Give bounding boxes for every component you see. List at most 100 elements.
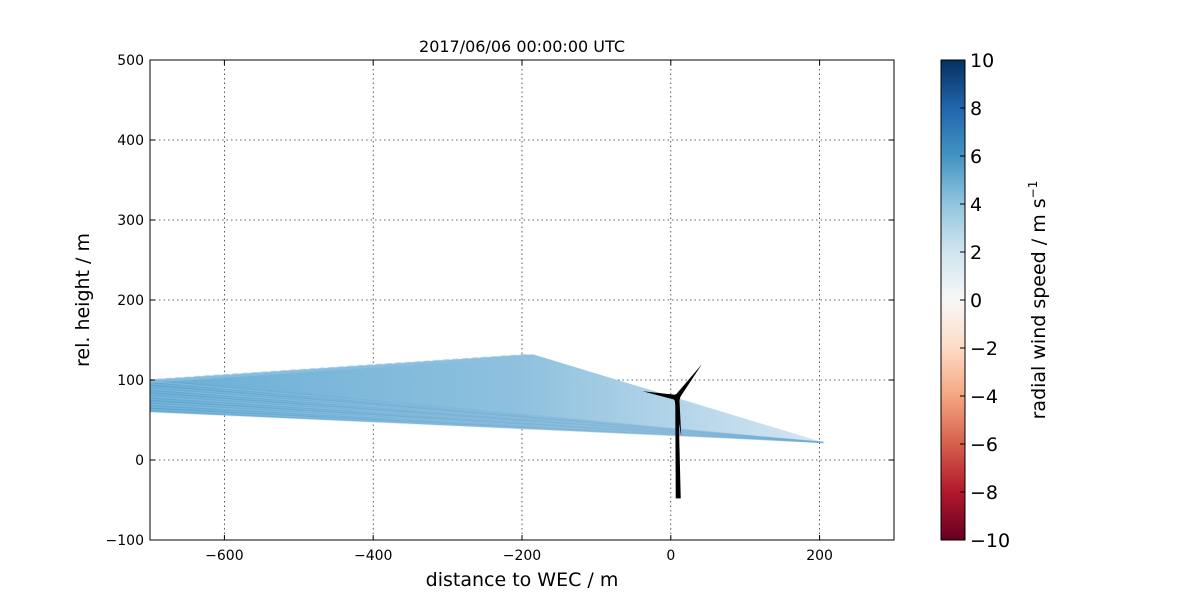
scan-edge-cell: [268, 370, 281, 375]
x-tick-label: 0: [666, 548, 675, 564]
turbine-tower: [675, 397, 681, 499]
scan-edge-cell: [440, 359, 453, 364]
scan-edge-cell: [479, 356, 492, 361]
x-axis-label: distance to WEC / m: [426, 569, 619, 591]
scan-edge-cell: [297, 368, 310, 373]
scan-edge-cell: [469, 357, 482, 362]
scan-streak: [150, 388, 824, 444]
scan-edge-cell: [211, 374, 224, 379]
scan-edge-cell: [220, 373, 233, 378]
scan-streak: [150, 404, 824, 444]
scan-edge-cell: [402, 361, 415, 366]
scan-edge-cell: [373, 363, 386, 368]
y-tick-label: −100: [106, 533, 144, 549]
scan-edge-cell: [383, 363, 396, 367]
scan-edge-cell: [278, 370, 291, 375]
scan-streak: [150, 383, 824, 444]
scan-streak: [150, 401, 824, 444]
scan-streak: [150, 399, 824, 444]
turbine-blade: [674, 397, 682, 436]
scan-edge-cell: [201, 375, 214, 380]
scan-edge-cell: [364, 364, 377, 369]
colorbar-tick-label: 8: [970, 98, 982, 120]
scan-edge-cell: [230, 373, 243, 378]
colorbar-tick-label: −6: [970, 434, 998, 456]
x-tick-label: −200: [503, 548, 541, 564]
scan-edge-cell: [517, 354, 530, 359]
wind-turbine: [642, 364, 703, 499]
colorbar-label: radial wind speed / m s−1: [1026, 181, 1050, 420]
scan-edge-cell: [163, 377, 176, 382]
colorbar-tick-label: 10: [970, 50, 994, 72]
scan-streak: [150, 385, 824, 444]
scan-edge-cell: [172, 377, 185, 382]
colorbar-tick-label: 6: [970, 146, 982, 168]
scan-edge-cell: [488, 355, 501, 360]
y-axis-ticks: −100 0 100 200 300 400 500: [106, 53, 894, 549]
scan-streak: [150, 384, 824, 444]
turbine-blade: [674, 364, 703, 400]
grid-lines: [150, 60, 894, 540]
scan-streak: [150, 403, 824, 444]
colorbar-label-exponent: −1: [1026, 181, 1040, 199]
scan-streak: [150, 380, 824, 444]
scan-edge-cell: [393, 362, 406, 367]
scan-edge-cell: [191, 375, 204, 380]
x-tick-label: −600: [205, 548, 243, 564]
colorbar-tick-label: 4: [970, 194, 982, 216]
scan-streak: [150, 395, 824, 444]
scan-edge-cell: [306, 368, 319, 373]
scan-streak: [150, 408, 824, 444]
x-tick-label: 200: [806, 548, 833, 564]
scan-edge-cell: [249, 371, 262, 376]
scan-edge-cell: [508, 354, 521, 359]
scan-streak: [150, 406, 824, 444]
scan-streak: [150, 392, 824, 444]
scan-edge-cell: [460, 357, 473, 362]
scan-edge-cell: [450, 358, 463, 363]
scan-region-fill: [150, 354, 824, 443]
scan-edge-cell: [498, 355, 511, 360]
colorbar: 10 8 6 4 2 0 −2 −4 −6 −8 −10 radial wind speed / m…: [940, 50, 1050, 552]
y-axis-label: rel. height / m: [72, 233, 94, 367]
y-tick-label: 300: [117, 213, 144, 229]
scan-edge-cell: [345, 365, 358, 370]
scan-streak: [150, 386, 824, 444]
scan-streak: [150, 398, 824, 444]
scan-edge-cell: [326, 366, 339, 371]
colorbar-tick-label: −4: [970, 386, 998, 408]
scan-edge-cell: [239, 372, 252, 377]
x-tick-label: −400: [354, 548, 392, 564]
scan-edge-cell: [258, 371, 271, 376]
colorbar-tick-label: −8: [970, 482, 998, 504]
colorbar-label-text: radial wind speed / m s: [1028, 198, 1050, 419]
scan-streak: [150, 397, 824, 444]
colorbar-tick-label: 2: [970, 242, 982, 264]
scan-edge-cell: [431, 359, 444, 364]
colorbar-tick-label: −2: [970, 338, 998, 360]
scan-streak: [150, 402, 824, 444]
y-tick-label: 400: [117, 133, 144, 149]
scan-edge-cell: [287, 369, 300, 374]
scan-edge-cell: [316, 367, 329, 372]
scan-streak: [150, 411, 824, 444]
scan-streak: [150, 390, 824, 444]
scan-streak: [150, 389, 824, 444]
scan-region: [150, 354, 824, 444]
scan-edge-cell: [421, 360, 434, 365]
y-tick-label: 200: [117, 293, 144, 309]
scan-edge-cell: [412, 361, 425, 366]
scan-streak: [150, 379, 824, 444]
y-tick-label: 500: [117, 53, 144, 69]
turbine-hub: [673, 394, 681, 402]
scan-streak: [150, 410, 824, 444]
y-tick-label: 0: [135, 453, 144, 469]
scan-streak: [150, 394, 824, 444]
colorbar-tick-label: 0: [970, 290, 982, 312]
x-axis-ticks: −600 −400 −200 0 200: [205, 60, 833, 564]
scan-edge-cell: [182, 376, 195, 381]
colorbar-ticks: 10 8 6 4 2 0 −2 −4 −6 −8 −10: [960, 50, 1010, 552]
y-tick-label: 100: [117, 373, 144, 389]
turbine-blade: [642, 391, 678, 401]
